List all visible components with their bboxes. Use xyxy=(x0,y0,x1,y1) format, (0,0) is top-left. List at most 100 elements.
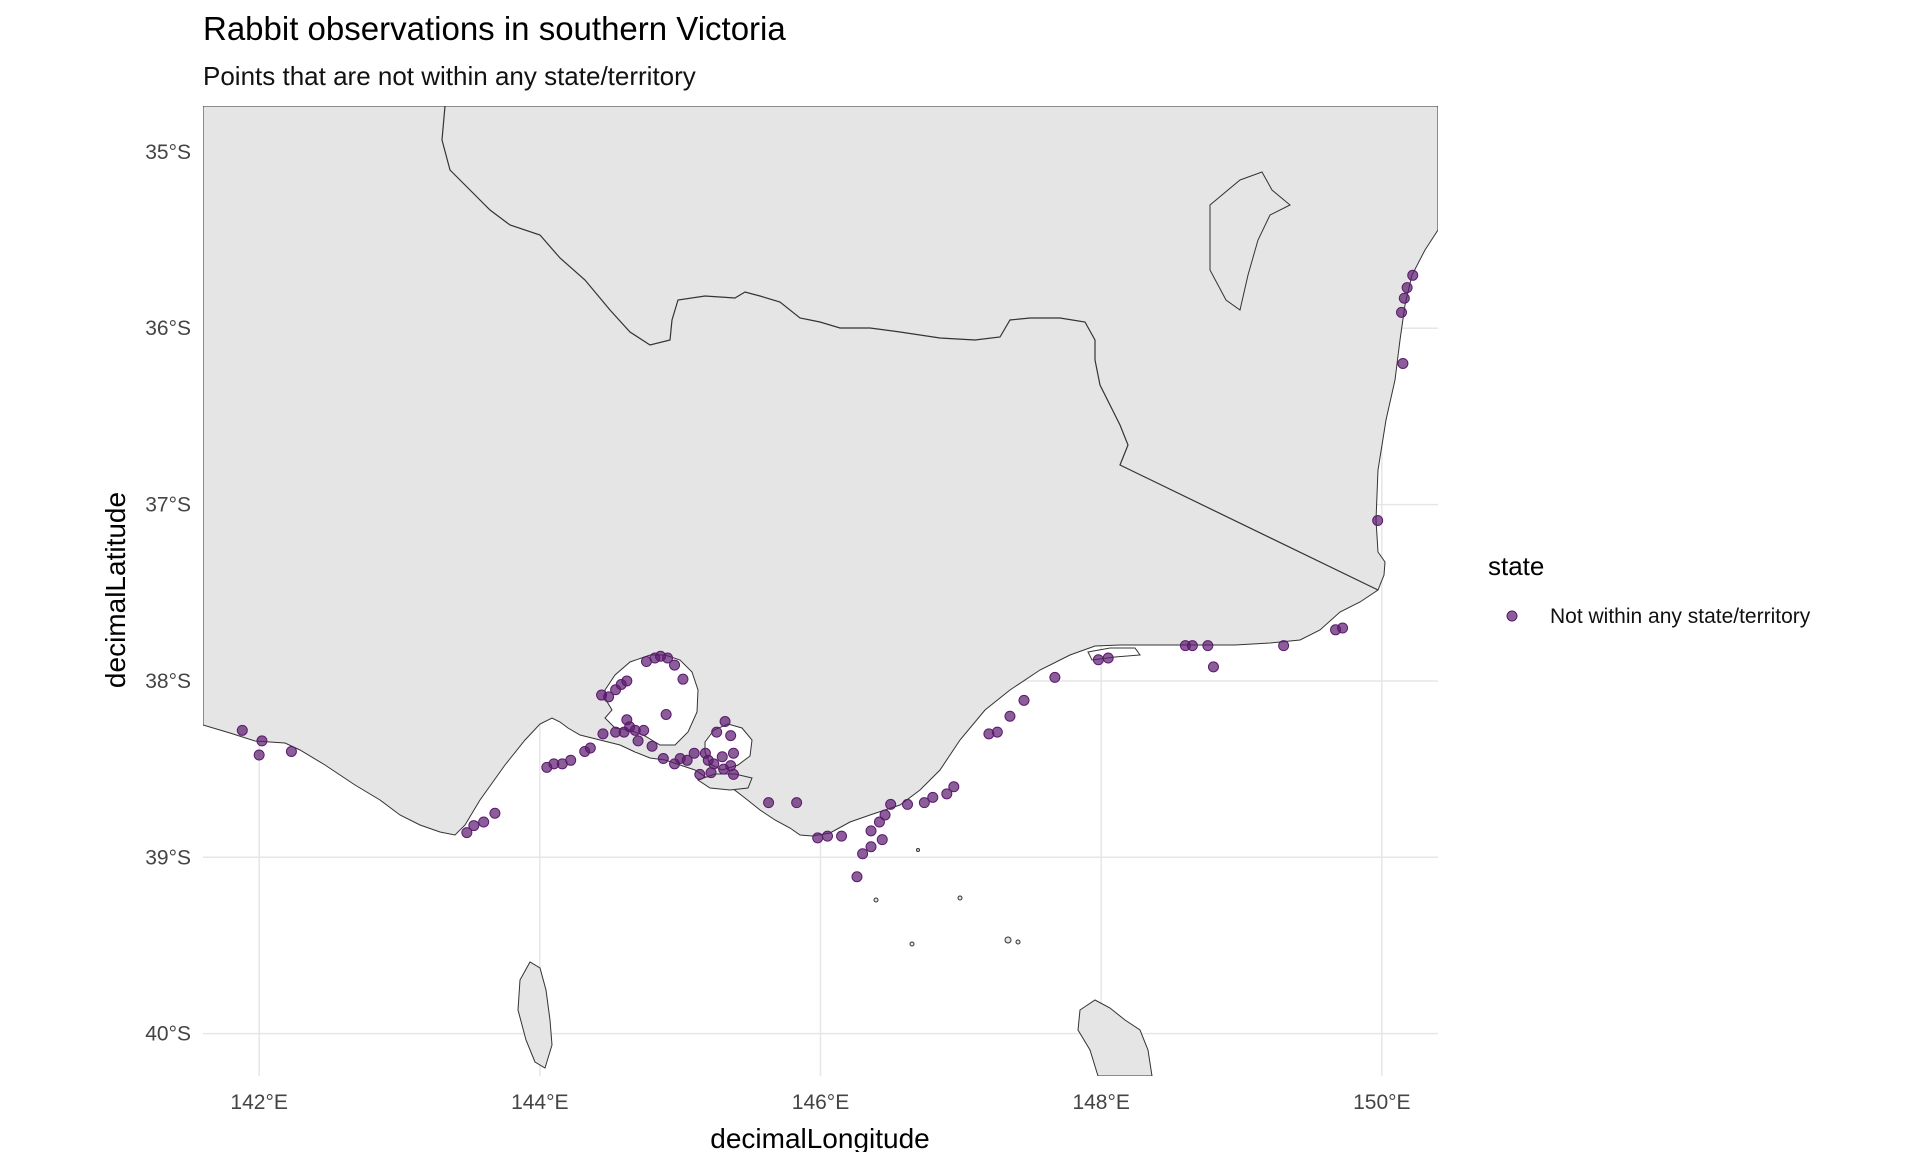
observation-point xyxy=(725,730,737,742)
observation-point xyxy=(646,740,658,752)
state-border xyxy=(441,106,1379,591)
observation-point xyxy=(461,827,473,839)
observation-point xyxy=(603,691,615,703)
observation-point xyxy=(727,747,739,759)
observation-point xyxy=(836,830,848,842)
y-tick-label: 36°S xyxy=(145,317,191,340)
observation-point xyxy=(285,745,297,757)
legend-title: state xyxy=(1488,551,1544,581)
observation-point xyxy=(541,761,553,773)
observation-point xyxy=(253,749,265,761)
observation-point xyxy=(1278,640,1290,652)
observation-point xyxy=(857,848,869,860)
observation-point xyxy=(873,816,885,828)
observation-point xyxy=(699,747,711,759)
y-tick-label: 39°S xyxy=(145,846,191,869)
y-tick-label: 40°S xyxy=(145,1023,191,1046)
observation-point xyxy=(657,753,669,765)
observation-point xyxy=(718,763,730,775)
observation-point xyxy=(705,767,717,779)
map-panel xyxy=(203,106,1438,1076)
observation-point xyxy=(688,747,700,759)
observation-point xyxy=(632,735,644,747)
observation-point xyxy=(865,825,877,837)
observation-point xyxy=(1398,292,1410,304)
observation-point xyxy=(677,673,689,685)
observation-point xyxy=(902,798,914,810)
y-axis-ticks: 35°S 36°S 37°S 38°S 39°S 40°S xyxy=(145,141,191,1046)
observation-point xyxy=(876,834,888,846)
islet xyxy=(1004,936,1012,944)
observation-point xyxy=(719,716,731,728)
observation-point xyxy=(1207,661,1219,673)
legend: state Not within any state/territory xyxy=(1488,551,1811,628)
observation-point xyxy=(1401,282,1413,294)
observation-point xyxy=(1407,269,1419,281)
observation-point xyxy=(1396,306,1408,318)
observation-point xyxy=(1397,357,1409,369)
flinders-island xyxy=(1077,999,1153,1076)
king-island xyxy=(517,961,553,1069)
observation-point xyxy=(660,708,672,720)
observation-point xyxy=(948,781,960,793)
observation-point xyxy=(822,830,834,842)
y-tick-label: 38°S xyxy=(145,670,191,693)
observation-point xyxy=(1179,640,1191,652)
mainland-landmass xyxy=(203,106,1438,837)
observation-point xyxy=(597,728,609,740)
y-tick-label: 37°S xyxy=(145,494,191,517)
inland-lake xyxy=(1209,171,1291,311)
islet xyxy=(957,895,963,901)
observation-point xyxy=(256,735,268,747)
x-tick-label: 148°E xyxy=(1072,1091,1129,1114)
observation-point xyxy=(791,797,803,809)
observation-point xyxy=(621,714,633,726)
x-tick-label: 146°E xyxy=(792,1091,849,1114)
observation-point xyxy=(716,751,728,763)
observation-point xyxy=(468,820,480,832)
observation-point xyxy=(638,724,650,736)
observation-point xyxy=(927,791,939,803)
x-tick-label: 142°E xyxy=(230,1091,287,1114)
observation-point xyxy=(711,726,723,738)
observation-point xyxy=(236,724,248,736)
x-tick-label: 150°E xyxy=(1353,1091,1410,1114)
islet xyxy=(909,941,915,947)
observation-point xyxy=(640,656,652,668)
x-tick-label: 144°E xyxy=(511,1091,568,1114)
chart-title: Rabbit observations in southern Victoria xyxy=(203,10,786,47)
observation-point xyxy=(662,652,674,664)
observation-point xyxy=(1092,654,1104,666)
x-axis-title: decimalLongitude xyxy=(710,1123,930,1152)
observation-point xyxy=(669,659,681,671)
observation-point xyxy=(1018,694,1030,706)
observation-point xyxy=(621,675,633,687)
observation-point xyxy=(1049,671,1061,683)
observation-point xyxy=(851,871,863,883)
chart-subtitle: Points that are not within any state/ter… xyxy=(203,61,696,91)
observation-point xyxy=(763,797,775,809)
observation-point xyxy=(941,788,953,800)
observation-point xyxy=(812,832,824,844)
observation-point xyxy=(918,797,930,809)
y-axis-title: decimalLatitude xyxy=(100,492,131,688)
observation-point xyxy=(983,728,995,740)
islet xyxy=(873,897,879,903)
observation-points xyxy=(236,269,1419,883)
islet xyxy=(1015,939,1021,945)
observation-point xyxy=(489,807,501,819)
observation-point xyxy=(1004,710,1016,722)
observation-point xyxy=(1102,652,1114,664)
legend-key-point xyxy=(1506,610,1518,622)
x-axis-ticks: 142°E 144°E 146°E 148°E 150°E xyxy=(230,1091,1410,1114)
observation-point xyxy=(885,798,897,810)
observation-point xyxy=(865,841,877,853)
observation-point xyxy=(1202,640,1214,652)
observation-point xyxy=(669,758,681,770)
observation-point xyxy=(610,726,622,738)
observation-point xyxy=(478,816,490,828)
y-tick-label: 35°S xyxy=(145,141,191,164)
observation-point xyxy=(1372,514,1384,526)
legend-entry-label: Not within any state/territory xyxy=(1550,605,1811,628)
